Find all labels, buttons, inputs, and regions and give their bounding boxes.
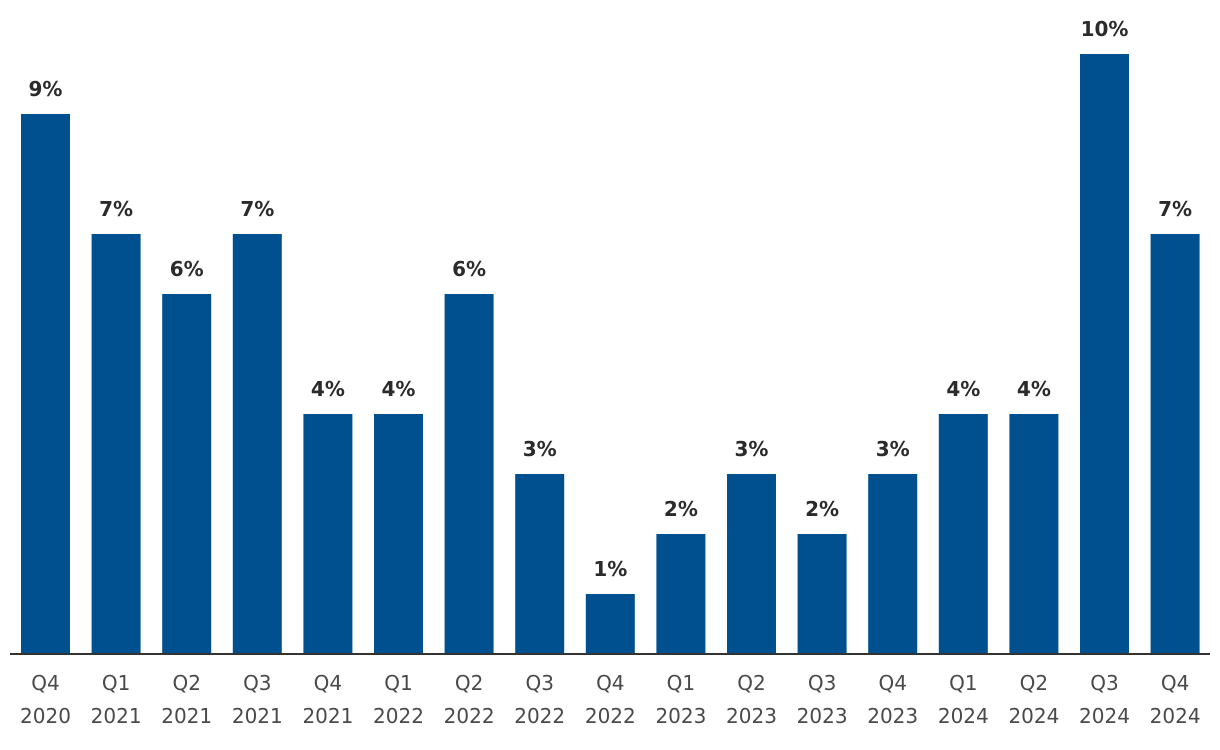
bar-q3-2022: [515, 474, 565, 654]
x-tick-label-quarter: Q1: [667, 671, 695, 695]
value-label: 9%: [29, 77, 63, 101]
bar-q2-2022: [444, 294, 494, 654]
x-tick-label-quarter: Q1: [949, 671, 977, 695]
x-tick-label-year: 2021: [161, 704, 212, 728]
value-label: 4%: [946, 377, 980, 401]
x-tick-label-year: 2021: [91, 704, 142, 728]
x-tick-label-year: 2022: [373, 704, 424, 728]
bar-q1-2022: [374, 414, 423, 654]
x-tick-label-quarter: Q2: [1020, 671, 1048, 695]
x-tick-label-year: 2024: [938, 704, 989, 728]
x-tick-label-year: 2021: [302, 704, 353, 728]
bar-q2-2024: [1009, 414, 1059, 654]
bar-q3-2023: [797, 534, 847, 654]
x-tick-labels-group: Q4 2020 Q1 2021 Q2 2021 Q3 2021 Q4 2021 Q1 2022 Q2 20…: [20, 671, 1201, 728]
x-tick-label-quarter: Q1: [384, 671, 412, 695]
x-tick-label-year: 2023: [867, 704, 918, 728]
bar-q4-2021: [303, 414, 353, 654]
x-tick-label-quarter: Q4: [1161, 671, 1189, 695]
x-tick-label-year: 2024: [1150, 704, 1201, 728]
value-labels-group: 9% 7% 6% 7% 4% 4% 6% 3% 1% 2% 3% 2% 3% 4% 4% 10% 7%: [29, 17, 1193, 581]
x-tick-label-year: 2022: [585, 704, 636, 728]
bar-q4-2024: [1150, 234, 1200, 654]
bar-q4-2022: [585, 594, 635, 654]
x-tick-label-year: 2022: [514, 704, 565, 728]
x-tick-label-year: 2020: [20, 704, 71, 728]
x-tick-label-quarter: Q3: [243, 671, 271, 695]
value-label: 1%: [593, 557, 627, 581]
value-label: 6%: [452, 257, 486, 281]
x-tick-label-year: 2024: [1079, 704, 1130, 728]
value-label: 4%: [1017, 377, 1051, 401]
bar-q2-2021: [162, 294, 212, 654]
x-tick-label-year: 2024: [1008, 704, 1059, 728]
x-tick-label-year: 2022: [444, 704, 495, 728]
value-label: 2%: [664, 497, 698, 521]
bar-q3-2021: [232, 234, 282, 654]
bars-group: [21, 54, 1200, 654]
x-tick-label-quarter: Q3: [1090, 671, 1118, 695]
value-label: 3%: [523, 437, 557, 461]
value-label: 6%: [170, 257, 204, 281]
x-tick-label-quarter: Q1: [102, 671, 130, 695]
bar-q1-2024: [938, 414, 988, 654]
x-tick-label-quarter: Q2: [172, 671, 200, 695]
x-tick-label-quarter: Q3: [808, 671, 836, 695]
value-label: 4%: [382, 377, 416, 401]
value-label: 10%: [1081, 17, 1129, 41]
bar-q4-2020: [21, 114, 70, 654]
x-tick-label-year: 2021: [232, 704, 283, 728]
bar-q1-2021: [91, 234, 141, 654]
x-tick-label-quarter: Q4: [314, 671, 342, 695]
x-tick-label-quarter: Q4: [31, 671, 59, 695]
value-label: 7%: [99, 197, 133, 221]
value-label: 7%: [240, 197, 274, 221]
value-label: 4%: [311, 377, 345, 401]
value-label: 2%: [805, 497, 839, 521]
x-tick-label-quarter: Q4: [878, 671, 906, 695]
value-label: 3%: [735, 437, 769, 461]
x-tick-label-quarter: Q4: [596, 671, 624, 695]
x-tick-label-quarter: Q3: [525, 671, 553, 695]
value-label: 3%: [876, 437, 910, 461]
bar-q1-2023: [656, 534, 706, 654]
bar-q2-2023: [727, 474, 776, 654]
x-tick-label-quarter: Q2: [737, 671, 765, 695]
x-tick-label-year: 2023: [655, 704, 706, 728]
x-tick-label-year: 2023: [726, 704, 777, 728]
bar-q4-2023: [868, 474, 918, 654]
value-label: 7%: [1158, 197, 1192, 221]
x-tick-label-quarter: Q2: [455, 671, 483, 695]
x-tick-label-year: 2023: [797, 704, 848, 728]
bar-q3-2024: [1080, 54, 1129, 654]
